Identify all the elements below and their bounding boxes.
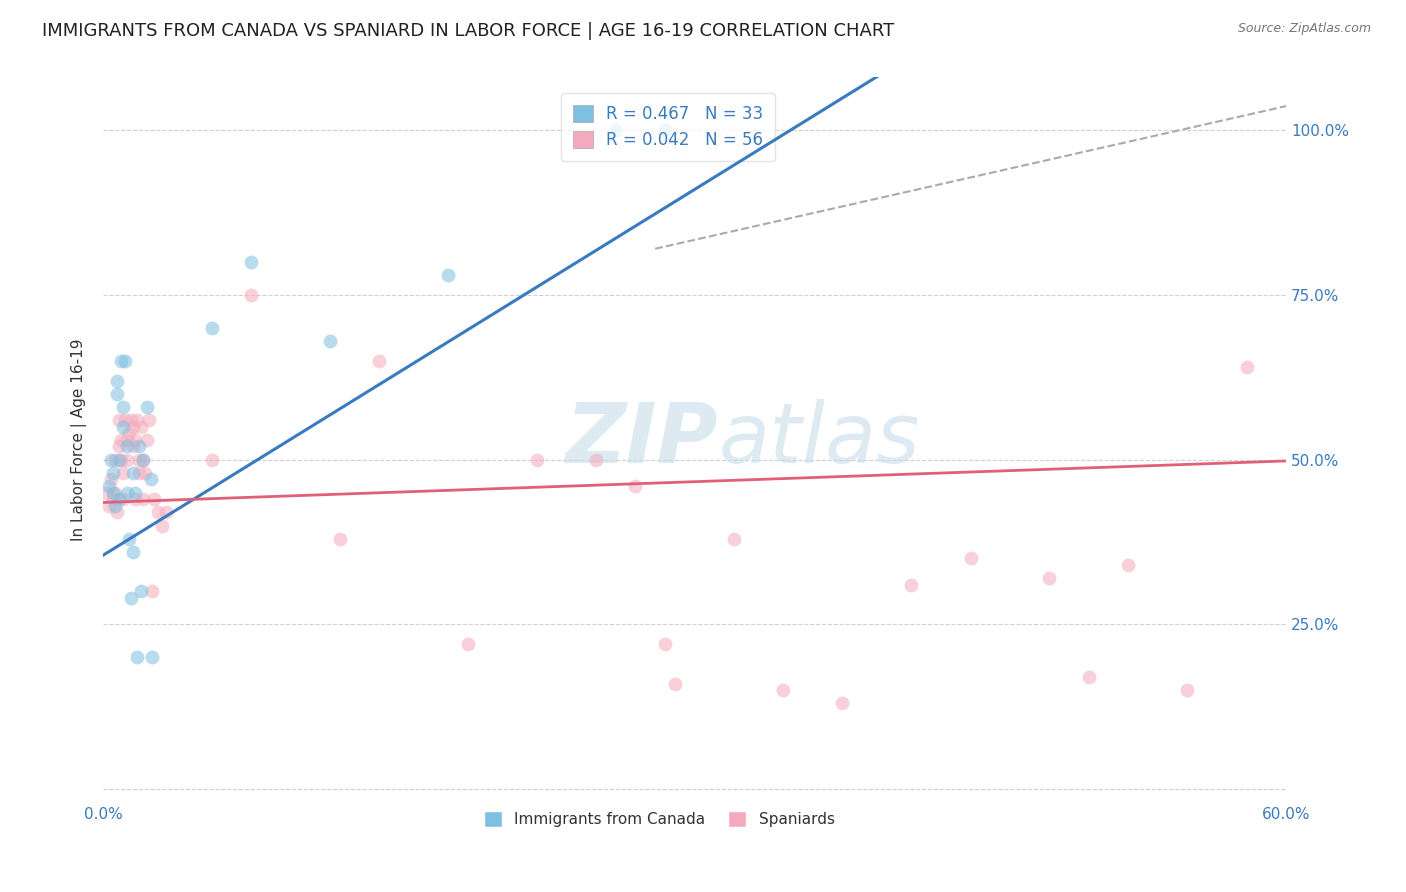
Point bbox=[128, 439, 150, 453]
Point bbox=[124, 485, 146, 500]
Point bbox=[114, 413, 136, 427]
Point bbox=[115, 452, 138, 467]
Point bbox=[101, 485, 124, 500]
Text: Source: ZipAtlas.com: Source: ZipAtlas.com bbox=[1237, 22, 1371, 36]
Point bbox=[1038, 571, 1060, 585]
Point bbox=[121, 439, 143, 453]
Point bbox=[1236, 360, 1258, 375]
Point bbox=[115, 433, 138, 447]
Point bbox=[585, 452, 607, 467]
Point bbox=[111, 492, 134, 507]
Point bbox=[105, 374, 128, 388]
Point bbox=[1177, 683, 1199, 698]
Y-axis label: In Labor Force | Age 16-19: In Labor Force | Age 16-19 bbox=[72, 339, 87, 541]
Point bbox=[135, 433, 157, 447]
Point bbox=[129, 584, 152, 599]
Point bbox=[110, 433, 132, 447]
Point bbox=[664, 676, 686, 690]
Point bbox=[129, 419, 152, 434]
Point bbox=[654, 637, 676, 651]
Point bbox=[135, 400, 157, 414]
Point bbox=[831, 697, 853, 711]
Point bbox=[437, 268, 460, 282]
Point bbox=[128, 466, 150, 480]
Point bbox=[143, 492, 166, 507]
Point bbox=[141, 650, 163, 665]
Point bbox=[1116, 558, 1139, 572]
Point bbox=[108, 492, 131, 507]
Point bbox=[108, 439, 131, 453]
Point bbox=[772, 683, 794, 698]
Point bbox=[120, 413, 142, 427]
Point bbox=[114, 353, 136, 368]
Legend: Immigrants from Canada, Spaniards: Immigrants from Canada, Spaniards bbox=[475, 803, 842, 835]
Point bbox=[115, 439, 138, 453]
Point bbox=[111, 419, 134, 434]
Point bbox=[131, 452, 153, 467]
Point bbox=[110, 353, 132, 368]
Point bbox=[900, 578, 922, 592]
Point bbox=[134, 466, 156, 480]
Point bbox=[108, 452, 131, 467]
Point bbox=[108, 413, 131, 427]
Point bbox=[526, 452, 548, 467]
Point bbox=[101, 492, 124, 507]
Point bbox=[654, 123, 676, 137]
Point bbox=[138, 413, 160, 427]
Point bbox=[959, 551, 981, 566]
Text: atlas: atlas bbox=[718, 400, 920, 481]
Point bbox=[150, 518, 173, 533]
Point bbox=[139, 472, 162, 486]
Point bbox=[201, 452, 224, 467]
Text: IMMIGRANTS FROM CANADA VS SPANIARD IN LABOR FORCE | AGE 16-19 CORRELATION CHART: IMMIGRANTS FROM CANADA VS SPANIARD IN LA… bbox=[42, 22, 894, 40]
Point bbox=[723, 532, 745, 546]
Point bbox=[98, 499, 121, 513]
Point bbox=[121, 545, 143, 559]
Point bbox=[121, 419, 143, 434]
Point bbox=[100, 472, 122, 486]
Point bbox=[131, 452, 153, 467]
Point bbox=[105, 386, 128, 401]
Point bbox=[101, 466, 124, 480]
Point bbox=[100, 452, 122, 467]
Point bbox=[148, 505, 170, 519]
Point bbox=[605, 123, 627, 137]
Point bbox=[141, 584, 163, 599]
Point bbox=[111, 466, 134, 480]
Point bbox=[624, 479, 647, 493]
Point bbox=[319, 334, 342, 348]
Point bbox=[125, 650, 148, 665]
Point bbox=[104, 485, 127, 500]
Point bbox=[118, 426, 141, 441]
Point bbox=[128, 452, 150, 467]
Point bbox=[124, 492, 146, 507]
Point bbox=[329, 532, 352, 546]
Point bbox=[131, 492, 153, 507]
Point bbox=[457, 637, 479, 651]
Point bbox=[110, 452, 132, 467]
Point bbox=[118, 532, 141, 546]
Point bbox=[155, 505, 177, 519]
Point bbox=[98, 479, 121, 493]
Point bbox=[104, 452, 127, 467]
Point bbox=[104, 499, 127, 513]
Point bbox=[368, 353, 391, 368]
Point bbox=[240, 255, 263, 269]
Point bbox=[105, 505, 128, 519]
Point bbox=[120, 591, 142, 605]
Point bbox=[121, 466, 143, 480]
Point bbox=[96, 485, 118, 500]
Point bbox=[124, 433, 146, 447]
Point bbox=[1077, 670, 1099, 684]
Point bbox=[111, 400, 134, 414]
Point bbox=[201, 321, 224, 335]
Text: ZIP: ZIP bbox=[565, 400, 718, 481]
Point bbox=[115, 485, 138, 500]
Point bbox=[240, 288, 263, 302]
Point bbox=[125, 413, 148, 427]
